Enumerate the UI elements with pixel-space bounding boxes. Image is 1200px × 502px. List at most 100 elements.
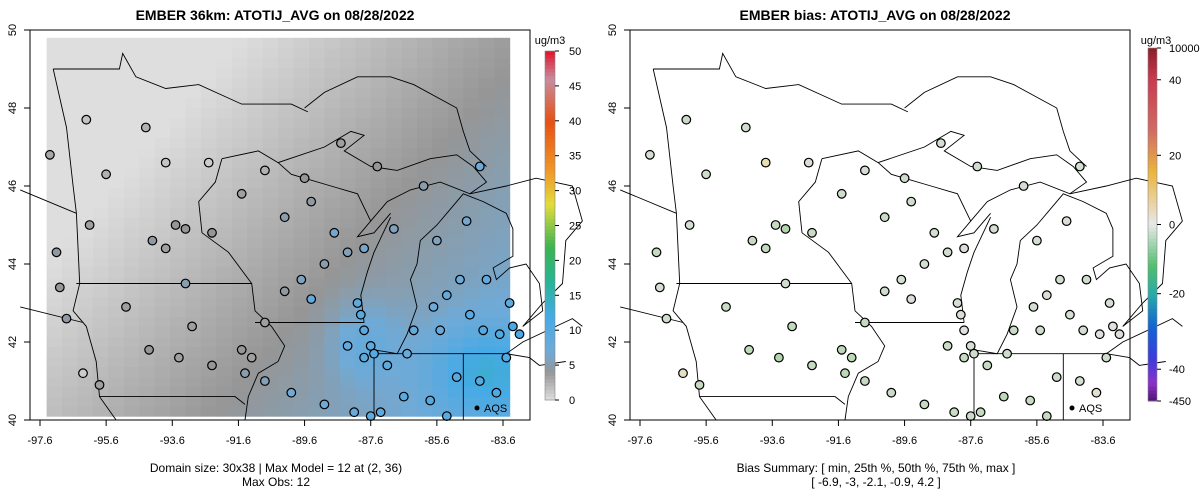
aqs-site-point [879,286,890,297]
grid-cell [231,296,248,308]
grid-cell [355,57,372,69]
grid-cell [401,177,418,188]
grid-cell [278,396,295,407]
grid-cell [309,386,325,397]
grid-cell [370,167,387,178]
grid-cell [417,137,433,148]
grid-cell [401,356,418,367]
grid-cell [417,296,433,308]
grid-cell [463,286,480,298]
grid-cell [216,197,233,208]
grid-cell [432,406,449,417]
colorbar-segment [1148,111,1157,116]
grid-cell [417,246,433,258]
grid-cell [200,256,217,268]
grid-cell [386,217,403,228]
grid-cell [370,266,387,278]
grid-cell [77,97,94,109]
colorbar-segment [1148,256,1157,261]
grid-cell [247,157,264,168]
colorbar-segment [1148,206,1157,211]
grid-cell [216,97,233,109]
grid-cell [139,187,156,198]
grid-cell [77,177,94,188]
colorbar-segment [545,382,555,387]
legend-dot [1069,405,1075,411]
colorbar-segment [1148,136,1157,141]
grid-cell [324,356,341,367]
colorbar-segment [545,361,555,366]
aqs-site-point [329,227,340,238]
colorbar-segment [1148,146,1157,151]
aqs-site-point [408,325,419,336]
grid-cell [154,47,171,59]
grid-cell [339,97,356,109]
colorbar-segment [545,54,555,59]
aqs-site-point [508,321,518,332]
colorbar-segment [1148,224,1157,229]
grid-cell [494,246,511,258]
grid-cell [478,137,495,148]
grid-cell [62,117,78,128]
grid-cell [46,227,63,238]
grid-cell [108,47,125,59]
border-line [973,193,1144,355]
grid-cell [478,187,495,198]
grid-cell [447,137,464,148]
aqs-site-point [296,274,307,285]
colorbar-segment [545,82,555,87]
grid-cell [216,207,233,218]
grid-cell [494,356,511,367]
grid-cell [139,326,156,338]
grid-cell [123,346,140,357]
grid-cell [139,296,156,308]
grid-cell [355,117,372,128]
colorbar-segment [1148,65,1157,70]
x-tick-label: -89.6 [292,435,317,447]
grid-cell [247,127,264,138]
grid-cell [170,177,187,188]
colorbar-segment [1148,393,1157,398]
grid-cell [339,227,356,238]
grid-cell [247,167,264,178]
grid-cell [401,396,418,407]
grid-cell [123,177,140,188]
border-line [53,52,309,113]
grid-cell [108,97,125,109]
grid-field [46,37,511,417]
grid-cell [278,336,295,348]
grid-cell [92,246,109,258]
grid-cell [309,266,325,278]
grid-cell [77,276,94,288]
aqs-site-point [54,282,65,293]
colorbar-segment [1148,376,1157,381]
grid-cell [309,177,325,188]
grid-cell [386,47,403,59]
grid-cell [139,406,156,417]
grid-cell [247,346,264,357]
aqs-site-point [879,212,890,223]
grid-cell [185,187,202,198]
grid-cell [386,157,403,168]
grid-cell [139,356,156,367]
grid-cell [154,276,171,288]
grid-cell [231,386,248,397]
grid-cell [447,346,464,357]
grid-cell [170,197,187,208]
colorbar-segment [1148,355,1157,360]
grid-cell [417,197,433,208]
grid-cell [278,306,295,318]
colorbar-tick-label: 25 [569,221,581,233]
grid-cell [170,306,187,318]
aqs-site-point [51,247,62,258]
grid-cell [339,276,356,288]
grid-cell [231,217,248,228]
grid-cell [170,376,187,387]
grid-cell [123,396,140,407]
grid-cell [417,147,433,158]
grid-cell [478,197,495,208]
grid-cell [494,366,511,377]
grid-cell [309,87,325,99]
aqs-site-point [959,243,970,254]
grid-cell [185,346,202,357]
